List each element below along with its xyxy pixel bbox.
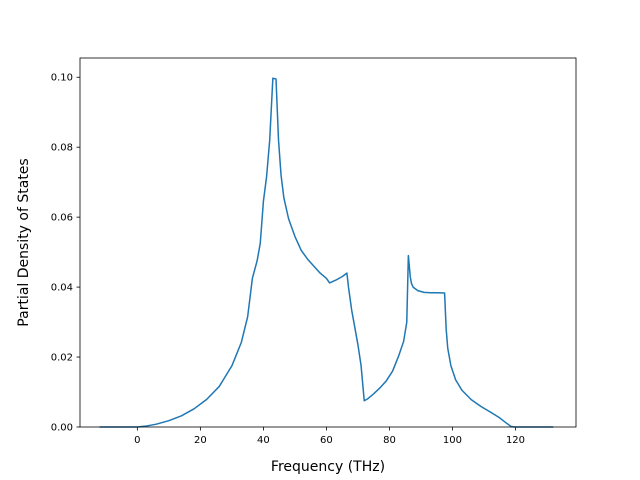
y-tick-label: 0.10 — [51, 73, 73, 84]
y-axis-label: Partial Density of States — [16, 158, 32, 326]
x-tick-label: 120 — [506, 435, 525, 446]
x-tick-label: 0 — [134, 435, 140, 446]
y-axis-ticks: 0.00 0.02 0.04 0.06 0.08 0.10 — [51, 73, 80, 434]
x-tick-label: 80 — [383, 435, 396, 446]
x-tick-label: 40 — [257, 435, 270, 446]
plot-frame — [79, 57, 577, 428]
y-tick-label: 0.06 — [51, 213, 73, 224]
y-tick-label: 0.02 — [51, 353, 73, 364]
x-tick-label: 20 — [194, 435, 207, 446]
plot-area — [80, 58, 576, 427]
x-axis-label: Frequency (THz) — [271, 459, 385, 475]
y-tick-label: 0.04 — [51, 283, 73, 294]
x-tick-label: 100 — [443, 435, 462, 446]
y-tick-label: 0.08 — [51, 143, 73, 154]
x-tick-label: 60 — [320, 435, 333, 446]
series-group — [99, 77, 554, 428]
pdos-line — [99, 77, 554, 428]
y-tick-label: 0.00 — [51, 423, 73, 434]
